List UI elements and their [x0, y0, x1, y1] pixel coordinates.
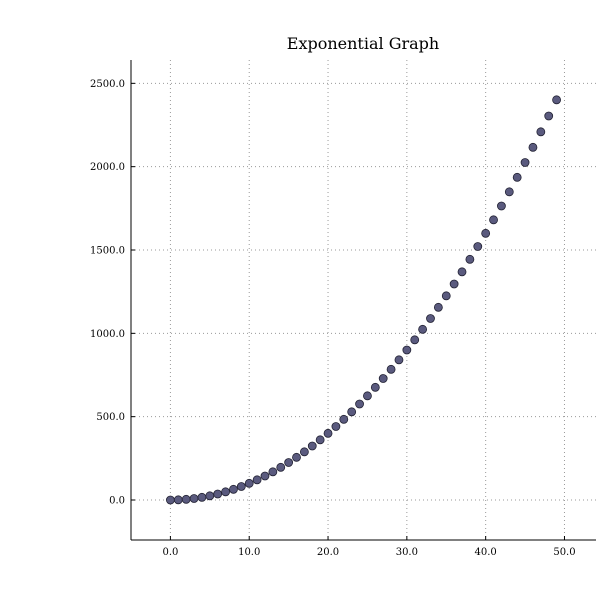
data-point [244, 478, 254, 488]
data-point [205, 491, 215, 501]
data-point [189, 494, 199, 503]
data-point [299, 447, 309, 457]
x-axis: 0.0 10.0 20.0 30.0 40.0 50.0 [162, 536, 576, 558]
data-point [473, 242, 483, 251]
data-point [457, 267, 467, 277]
data-point [181, 494, 191, 504]
chart-title: Exponential Graph [287, 34, 439, 53]
data-point [441, 291, 451, 301]
data-point [386, 364, 396, 374]
data-point [331, 422, 341, 431]
data-point [347, 407, 357, 417]
data-point [268, 467, 278, 477]
data-point [213, 489, 223, 499]
x-tick-label: 30.0 [396, 547, 418, 558]
data-point [402, 345, 412, 355]
data-point [528, 142, 538, 152]
data-point [284, 458, 294, 467]
data-point [497, 201, 506, 211]
x-tick-label: 40.0 [475, 547, 497, 558]
data-point [449, 279, 459, 289]
data-point [173, 495, 183, 505]
y-tick-label: 500.0 [96, 412, 125, 423]
data-point [307, 441, 317, 451]
data-point [465, 254, 475, 264]
data-point [323, 428, 333, 438]
grid-lines [131, 60, 596, 540]
data-point [355, 399, 364, 409]
data-point [221, 487, 230, 497]
data-points [166, 95, 561, 505]
x-tick-label: 0.0 [162, 547, 178, 558]
data-point [418, 324, 428, 334]
data-point [370, 382, 380, 392]
axis-spines [130, 60, 596, 541]
data-point [378, 374, 388, 383]
x-tick-label: 10.0 [238, 547, 260, 558]
data-point [433, 302, 443, 312]
data-point [394, 355, 404, 365]
data-point [339, 414, 349, 424]
data-point [520, 158, 530, 167]
data-point [536, 127, 546, 137]
data-point [236, 482, 246, 491]
data-point [252, 475, 262, 485]
x-tick-label: 50.0 [553, 547, 575, 558]
data-point [229, 484, 238, 494]
y-tick-label: 2500.0 [90, 79, 125, 90]
y-axis: 0.0 500.0 1000.0 1500.0 2000.0 2500.0 [90, 79, 135, 507]
data-point [197, 492, 207, 502]
y-tick-label: 0.0 [109, 496, 125, 507]
data-point [544, 111, 554, 121]
y-tick-label: 1500.0 [90, 246, 125, 257]
data-point [260, 471, 270, 481]
data-point [512, 172, 522, 182]
data-point [315, 435, 325, 445]
data-point [426, 314, 435, 323]
data-point [276, 462, 286, 472]
data-point [481, 228, 491, 238]
x-tick-label: 20.0 [317, 547, 339, 558]
data-point [292, 452, 301, 462]
y-tick-label: 1000.0 [90, 329, 125, 340]
data-point [489, 215, 498, 225]
data-point [410, 335, 420, 345]
data-point [552, 95, 561, 105]
data-point [166, 495, 175, 505]
y-tick-label: 2000.0 [90, 162, 125, 173]
data-point [504, 187, 514, 197]
data-point [363, 391, 372, 401]
